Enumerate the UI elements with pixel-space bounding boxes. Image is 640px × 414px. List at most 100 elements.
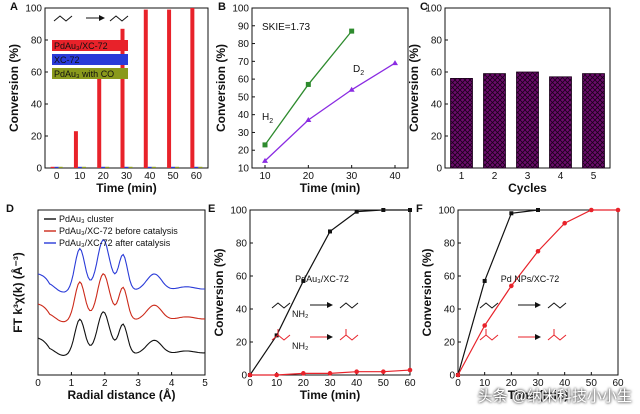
panel-e-marker-1 [354, 369, 359, 375]
panel-c-ytick-label: 40 [431, 100, 443, 111]
panel-f-marker-1 [615, 207, 621, 213]
panel-d-letter: D [6, 203, 14, 215]
panel-a-legend-swatch-0 [52, 40, 128, 51]
panel-e-scheme-red-nh2: NH₂ [292, 341, 309, 351]
panel-f-xtick-label: 0 [455, 378, 461, 389]
panel-c-bar [582, 73, 605, 169]
panel-e-marker-1 [381, 369, 386, 375]
panel-b-ytick-label: 40 [238, 110, 250, 121]
panel-e-marker-1 [327, 371, 333, 376]
panel-e-scheme-black-product [339, 302, 359, 309]
panel-b-marker-0 [262, 142, 268, 148]
panel-e-marker-1 [407, 367, 413, 373]
panel-f-scheme-black-product [547, 302, 567, 309]
panel-a-legend-label-1: XC-72 [54, 55, 80, 65]
panel-c-bar [516, 71, 539, 169]
panel-f-xlabel: Time (min) [508, 388, 568, 402]
panel-e-xtick-label: 60 [404, 378, 416, 389]
panel-b-line-1 [264, 62, 396, 162]
panel-e-xtick-label: 20 [298, 378, 310, 389]
panel-e-scheme-black-reactant [271, 302, 291, 309]
panel-b-ytick-label: 10 [238, 164, 250, 175]
panel-d-curve-2 [37, 238, 205, 293]
panel-d-xtick-label: 2 [102, 378, 108, 389]
panel-f-line-0 [457, 209, 539, 376]
panel-d-xtick-label: 1 [69, 378, 75, 389]
panel-a-ytick-label: 0 [36, 164, 42, 175]
panel-a-frame [44, 7, 209, 169]
panel-f-marker-0 [536, 208, 540, 212]
panel-a-bar-0 [97, 78, 102, 168]
panel-f-scheme-red-product [547, 329, 567, 341]
panel-e-catalyst-label: PdAu₃/XC-72 [295, 274, 349, 284]
panel-b-ytick-label: 80 [238, 39, 250, 50]
panel-a-legend-label-2: PdAu₃ with CO [54, 69, 114, 79]
panel-b-xtick-label: 40 [389, 171, 401, 182]
panel-b-ytick-label: 70 [238, 57, 250, 68]
panel-e-xtick-label: 30 [324, 378, 336, 389]
panel-f-ytick-label: 100 [438, 206, 455, 217]
panel-d-xtick-label: 5 [202, 378, 208, 389]
panel-b-marker-1 [348, 86, 355, 92]
panel-c-xtick-label: 5 [591, 171, 597, 182]
panel-b-xtick-label: 30 [346, 171, 358, 182]
panel-d-curve-0 [37, 311, 206, 356]
panel-e-marker-1 [301, 371, 306, 376]
panel-e-scheme-red-reactant [271, 329, 291, 341]
panel-a-ylabel: Conversion (%) [7, 44, 21, 132]
panel-b-xlabel: Time (min) [300, 181, 360, 195]
panel-f-ytick-label: 0 [449, 371, 455, 382]
panel-c-ylabel: Conversion (%) [407, 44, 421, 132]
panel-c-ytick-label: 80 [431, 36, 443, 47]
panel-e-marker-0 [274, 333, 279, 338]
panel-a-bar-1 [147, 166, 152, 168]
panel-a-legend-label-0: PdAu₃/XC-72 [54, 41, 108, 51]
panel-e-xtick-label: 40 [351, 378, 363, 389]
panel-a-scheme-reactant [53, 15, 73, 22]
panel-f-ytick-label: 80 [444, 239, 456, 250]
panel-b-marker-0 [349, 28, 355, 34]
panel-e-xlabel: Time (min) [300, 388, 360, 402]
panel-a-bar-0 [167, 9, 172, 168]
panel-f-marker-0 [482, 278, 487, 283]
panel-f-marker-1 [455, 372, 461, 378]
panel-c-bar [549, 76, 572, 169]
panel-a-bar-1 [77, 166, 82, 168]
panel-a-ytick-label: 100 [25, 4, 42, 15]
panel-f-letter: F [416, 203, 423, 215]
panel-d-ylabel: FT k³χ(k) (Å⁻³) [10, 252, 25, 333]
panel-b-ylabel: Conversion (%) [214, 44, 228, 132]
panel-f-ytick-label: 40 [444, 305, 456, 316]
panel-e-xtick-label: 50 [378, 378, 390, 389]
panel-e-marker-0 [381, 208, 386, 212]
panel-c-letter: C [420, 1, 428, 13]
panel-a-xtick-label: 0 [54, 171, 60, 182]
panel-d-xtick-label: 4 [169, 378, 175, 389]
panel-c-ytick-label: 0 [436, 164, 442, 175]
panel-f-marker-1 [535, 248, 541, 254]
panel-a-xtick-label: 20 [98, 171, 110, 182]
panel-e-marker-1 [274, 372, 279, 378]
panel-a-bar-0 [120, 28, 125, 168]
panel-a-bar-1 [171, 166, 176, 168]
panel-a-bar-2 [198, 166, 203, 168]
panel-a-bar-2 [128, 166, 133, 168]
panel-e-ylabel: Conversion (%) [212, 248, 226, 336]
panel-b-ytick-label: 90 [238, 21, 250, 32]
panel-a-xtick-label: 10 [74, 171, 86, 182]
panel-a-bar-0 [50, 166, 55, 168]
panel-e-ytick-label: 80 [236, 239, 248, 250]
panel-b-ytick-label: 30 [238, 128, 250, 139]
panel-c-xtick-label: 1 [459, 171, 465, 182]
panel-b-marker-1 [392, 60, 398, 66]
panel-f-scheme-black-reactant [479, 302, 499, 309]
panel-e-marker-0 [408, 208, 412, 212]
panel-a-bar-1 [194, 166, 199, 168]
panel-a-bar-1 [101, 166, 106, 168]
panel-f-ytick-label: 20 [444, 338, 456, 349]
panel-f-marker-0 [509, 211, 514, 216]
panel-a-ytick-label: 20 [31, 132, 43, 143]
panel-b-frame [251, 7, 409, 169]
panel-a-ytick-label: 80 [31, 36, 43, 47]
panel-d-legend-label-2: PdAu₃/XC-72 after catalysis [59, 238, 171, 248]
